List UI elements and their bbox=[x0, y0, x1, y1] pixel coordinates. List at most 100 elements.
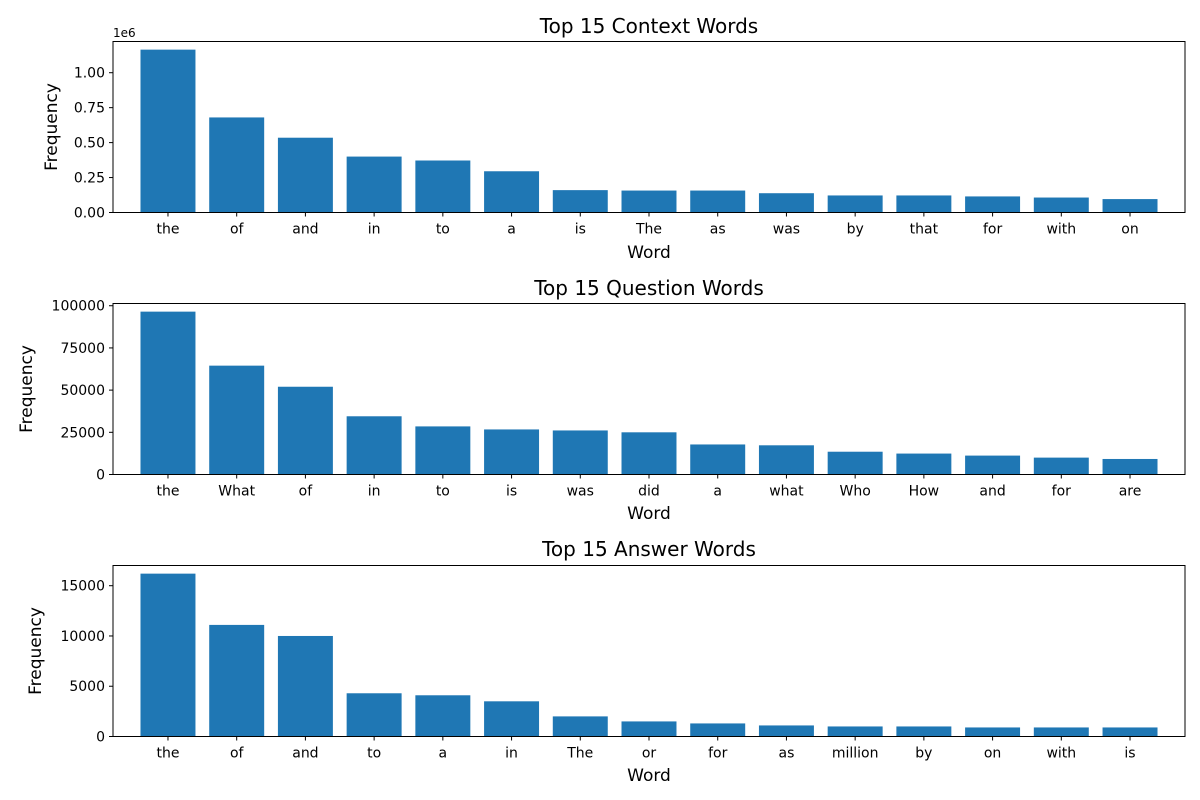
y-tick-label: 75000 bbox=[60, 341, 105, 357]
x-tick-label: was bbox=[773, 222, 800, 238]
x-tick-label: in bbox=[368, 222, 381, 238]
chart-title: Top 15 Context Words bbox=[539, 14, 758, 38]
bar-for bbox=[690, 723, 746, 737]
x-tick-label: a bbox=[507, 222, 516, 238]
x-tick-label: in bbox=[505, 746, 518, 762]
x-tick-label: the bbox=[156, 484, 179, 500]
bar-was bbox=[758, 193, 814, 213]
bar-The bbox=[552, 716, 608, 737]
bar-is bbox=[484, 429, 540, 475]
x-ticks: the of and to a in The or for as million by on with is bbox=[156, 736, 1136, 762]
x-tick-label: in bbox=[368, 484, 381, 500]
bar-to bbox=[415, 160, 471, 213]
bars bbox=[140, 573, 1158, 737]
bar-that bbox=[896, 195, 952, 213]
bar-of bbox=[209, 117, 265, 213]
y-ticks: 0.00 0.25 0.50 0.75 1.00 bbox=[74, 66, 113, 222]
plot-frame bbox=[112, 565, 1186, 737]
x-tick-label: for bbox=[983, 222, 1002, 238]
y-tick-label: 100000 bbox=[52, 299, 105, 315]
x-tick-label: as bbox=[778, 746, 794, 762]
y-tick-label: 25000 bbox=[60, 425, 105, 441]
bar-What bbox=[209, 365, 265, 475]
x-tick-label: a bbox=[439, 746, 448, 762]
x-tick-label: with bbox=[1046, 746, 1076, 762]
bar-a bbox=[415, 695, 471, 737]
x-tick-label: by bbox=[847, 222, 864, 238]
x-tick-label: million bbox=[832, 746, 879, 762]
x-tick-label: did bbox=[638, 484, 660, 500]
answer-words-chart: Top 15 Answer Words Frequency Word 0 5000… bbox=[26, 537, 1186, 786]
bar-did bbox=[621, 432, 677, 475]
bars bbox=[140, 49, 1158, 213]
x-tick-label: by bbox=[915, 746, 932, 762]
x-axis-label: Word bbox=[627, 766, 671, 786]
bar-of bbox=[209, 624, 265, 737]
x-tick-label: for bbox=[1052, 484, 1071, 500]
x-tick-label: and bbox=[292, 222, 318, 238]
y-tick-label: 0 bbox=[96, 730, 105, 746]
bar-are bbox=[1102, 458, 1158, 475]
bar-is bbox=[1102, 727, 1158, 737]
bar-on bbox=[965, 727, 1021, 737]
bar-How bbox=[896, 453, 952, 475]
plot-frame bbox=[112, 303, 1186, 475]
plot-frame bbox=[112, 41, 1186, 213]
y-tick-label: 50000 bbox=[60, 383, 105, 399]
y-tick-label: 10000 bbox=[60, 629, 105, 645]
x-tick-label: was bbox=[567, 484, 594, 500]
bar-with bbox=[1033, 727, 1089, 737]
x-tick-label: the bbox=[156, 222, 179, 238]
question-words-chart: Top 15 Question Words Frequency Word 0 25… bbox=[17, 276, 1186, 524]
bar-The bbox=[621, 190, 677, 213]
x-tick-label: on bbox=[1121, 222, 1138, 238]
x-tick-label: to bbox=[367, 746, 381, 762]
bar-the bbox=[140, 573, 196, 737]
x-tick-label: that bbox=[910, 222, 939, 238]
bar-million bbox=[827, 726, 883, 737]
x-tick-label: a bbox=[713, 484, 722, 500]
x-tick-label: of bbox=[230, 222, 245, 238]
bar-in bbox=[484, 701, 540, 737]
y-axis-label: Frequency bbox=[26, 607, 46, 695]
y-tick-label: 0 bbox=[96, 468, 105, 484]
x-tick-label: for bbox=[708, 746, 727, 762]
y-tick-label: 1.00 bbox=[74, 66, 105, 82]
x-tick-label: to bbox=[436, 484, 450, 500]
bar-by bbox=[896, 726, 952, 737]
x-tick-label: as bbox=[710, 222, 726, 238]
y-tick-label: 0.75 bbox=[74, 101, 105, 117]
bar-to bbox=[346, 693, 402, 737]
y-tick-label: 0.00 bbox=[74, 206, 105, 222]
bar-the bbox=[140, 311, 196, 475]
x-tick-label: is bbox=[575, 222, 586, 238]
x-tick-label: on bbox=[984, 746, 1001, 762]
bar-or bbox=[621, 721, 677, 737]
x-tick-label: the bbox=[156, 746, 179, 762]
bar-to bbox=[415, 426, 471, 475]
bar-by bbox=[827, 195, 883, 213]
x-tick-label: with bbox=[1046, 222, 1076, 238]
bar-a bbox=[690, 444, 746, 475]
bar-in bbox=[346, 156, 402, 213]
x-tick-label: Who bbox=[840, 484, 871, 500]
x-axis-label: Word bbox=[627, 243, 671, 263]
bar-of bbox=[277, 386, 333, 475]
context-words-chart: Top 15 Context Words 1e6 Frequency Word … bbox=[42, 14, 1186, 263]
x-tick-label: of bbox=[230, 746, 245, 762]
chart-title: Top 15 Answer Words bbox=[541, 537, 756, 561]
chart-title: Top 15 Question Words bbox=[533, 276, 764, 300]
bar-as bbox=[690, 190, 746, 213]
bar-with bbox=[1033, 197, 1089, 213]
x-tick-label: is bbox=[1124, 746, 1135, 762]
bar-and bbox=[277, 137, 333, 213]
x-tick-label: How bbox=[909, 484, 940, 500]
bar-what bbox=[758, 445, 814, 475]
x-tick-label: The bbox=[635, 222, 662, 238]
bar-a bbox=[484, 171, 540, 213]
y-offset-label: 1e6 bbox=[113, 26, 136, 40]
x-tick-label: to bbox=[436, 222, 450, 238]
x-tick-label: and bbox=[979, 484, 1005, 500]
x-tick-label: of bbox=[299, 484, 314, 500]
